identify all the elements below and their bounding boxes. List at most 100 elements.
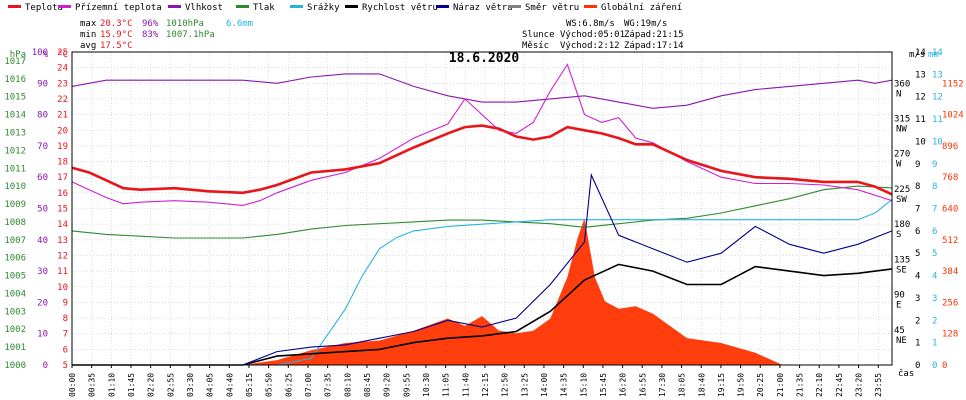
legend-swatch (236, 5, 249, 8)
celsius-tick-label: 10 (57, 283, 68, 293)
x-tick-label: 08:10 (343, 373, 352, 397)
hpa-tick-label: 1009 (4, 200, 26, 210)
wm2-tick-label: 640 (942, 205, 958, 215)
x-tick-label: 08:45 (363, 373, 372, 397)
wm2-tick-label: 128 (942, 330, 958, 340)
mm-tick-label: 10 (932, 137, 943, 147)
celsius-tick-label: 5 (63, 361, 68, 371)
celsius-tick-label: 24 (57, 64, 68, 74)
x-tick-label: 21:35 (796, 373, 805, 397)
x-tick-label: 12:50 (501, 373, 510, 397)
mm-tick-label: 14 (932, 48, 943, 58)
ms-tick-label: 3 (915, 294, 920, 304)
x-tick-label: 00:00 (68, 373, 77, 397)
celsius-tick-label: 22 (57, 95, 68, 105)
celsius-tick-label: 11 (57, 267, 68, 277)
ms-tick-label: 2 (915, 316, 920, 326)
hpa-tick-label: 1001 (4, 343, 26, 353)
percent-tick-label: 30 (37, 267, 48, 277)
x-tick-label: 06:25 (284, 373, 293, 397)
x-tick-label: 19:15 (717, 373, 726, 397)
stat-avg-label: avg (80, 41, 96, 51)
ms-tick-label: 13 (915, 70, 926, 80)
x-axis: 00:00 00:35 01:10 01:45 02:20 02:55 03:30 04:05… (68, 365, 914, 397)
legend-label: Náraz větru (453, 3, 513, 13)
x-tick-label: 18:40 (697, 373, 706, 397)
ms-tick-label: 6 (915, 227, 920, 237)
info-moon-rise: Východ:2:12 (560, 41, 620, 51)
x-tick-label: 16:55 (638, 373, 647, 397)
x-tick-label: 04:05 (206, 373, 215, 397)
x-tick-label: 14:35 (560, 373, 569, 397)
legend-swatch (436, 5, 449, 8)
x-tick-label: 19:50 (737, 373, 746, 397)
legend-swatch (345, 5, 358, 8)
ms-tick-label: 5 (915, 249, 920, 259)
legend-label: Rychlost větru (362, 3, 438, 13)
x-tick-label: 09:55 (402, 373, 411, 397)
series-line-teplota (71, 124, 893, 196)
x-tick-label: 05:15 (245, 373, 254, 397)
ms-tick-label: 11 (915, 115, 926, 125)
stat-max-temp: 20.3°C (100, 19, 133, 29)
wm2-tick-label: 256 (942, 298, 958, 308)
hpa-axis-label: hPa (10, 50, 26, 60)
mm-tick-label: 4 (932, 272, 937, 282)
x-tick-label: 22:45 (835, 373, 844, 397)
wind-sun-info: WS:6.8m/s WG:19m/s Slunce Východ:05:01 Z… (522, 19, 684, 51)
hpa-tick-label: 1006 (4, 254, 26, 264)
mm-axis-label: mm (928, 50, 939, 60)
celsius-tick-label: 20 (57, 126, 68, 136)
ms-tick-label: 7 (915, 205, 920, 215)
legend-label: Tlak (253, 3, 275, 13)
mm-tick-label: 0 (932, 361, 937, 371)
stat-min-temp: 15.9°C (100, 30, 133, 40)
info-wg: WG:19m/s (624, 19, 667, 29)
x-tick-label: 18:05 (678, 373, 687, 397)
x-tick-label: 13:25 (520, 373, 529, 397)
hpa-tick-label: 1010 (4, 182, 26, 192)
direction-tick-label: 180 (894, 220, 910, 230)
mm-tick-label: 5 (932, 249, 937, 259)
x-tick-label: 04:40 (225, 373, 234, 397)
stat-min-humidity: 83% (142, 30, 159, 40)
mm-tick-label: 12 (932, 93, 943, 103)
hpa-tick-label: 1011 (4, 164, 26, 174)
direction-tick-label: 90 (894, 291, 905, 301)
mm-tick-label: 9 (932, 160, 937, 170)
direction-tick-label: N (896, 89, 901, 99)
x-tick-label: 11:40 (461, 373, 470, 397)
percent-tick-label: 80 (37, 111, 48, 121)
series-line-vlhkost (71, 73, 893, 109)
celsius-tick-label: 16 (57, 189, 68, 199)
x-tick-label: 09:20 (383, 373, 392, 397)
ms-axis-label: m/s (909, 50, 925, 60)
direction-tick-label: 360 (894, 79, 910, 89)
stat-min-label: min (80, 30, 96, 40)
wm2-tick-label: 768 (942, 173, 958, 183)
stat-max-humidity: 96% (142, 19, 159, 29)
celsius-tick-label: 25 (57, 48, 68, 58)
stats-block: max 20.3°C 96% 1010hPa 6.6mm min 15.9°C … (80, 19, 253, 51)
info-ws: WS:6.8m/s (566, 19, 615, 29)
stat-max-label: max (80, 19, 97, 29)
legend: Teplota Přízemní teplota Vlhkost Tlak Srážky… (8, 3, 682, 13)
wm2-tick-label: 384 (942, 267, 958, 277)
direction-tick-label: NW (896, 125, 907, 135)
ms-tick-label: 10 (915, 137, 926, 147)
percent-tick-label: 90 (37, 79, 48, 89)
legend-label: Přízemní teplota (75, 3, 162, 13)
mm-tick-label: 1 (932, 339, 937, 349)
celsius-tick-label: 21 (57, 111, 68, 121)
info-sun-rise: Východ:05:01 (560, 30, 625, 40)
x-tick-label: 21:00 (776, 373, 785, 397)
percent-tick-label: 0 (43, 361, 48, 371)
hpa-tick-label: 1015 (4, 93, 26, 103)
ms-tick-label: 1 (915, 339, 920, 349)
celsius-tick-label: 7 (63, 330, 68, 340)
celsius-tick-label: 19 (57, 142, 68, 152)
x-tick-label: 02:55 (166, 373, 175, 397)
x-tick-label: 15:10 (579, 373, 588, 397)
x-tick-label: 15:45 (599, 373, 608, 397)
